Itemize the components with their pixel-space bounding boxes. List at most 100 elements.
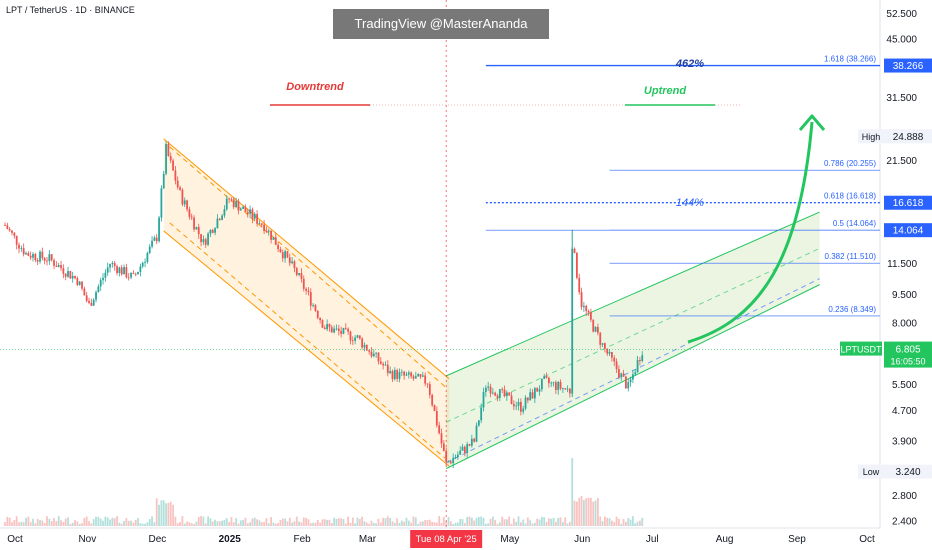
volume-bar: [512, 518, 515, 526]
candle-body: [599, 332, 602, 345]
candle-body: [200, 234, 202, 243]
candle-body: [137, 271, 139, 275]
volume-bar: [232, 522, 235, 526]
volume-bar: [130, 520, 132, 526]
volume-bar: [337, 518, 340, 526]
crosshair-date-badge: Tue 08 Apr '25: [410, 530, 483, 548]
volume-bar: [8, 517, 11, 526]
volume-bar: [64, 518, 67, 526]
candle-body: [564, 388, 567, 390]
volume-bar: [181, 516, 184, 526]
candle-body: [468, 444, 471, 446]
volume-bar: [74, 520, 76, 526]
time-tick-label: Sep: [788, 534, 806, 545]
time-tick-label: Nov: [78, 534, 96, 545]
candle-body: [291, 261, 294, 264]
volume-bar: [494, 519, 497, 526]
volume-bar: [573, 500, 576, 526]
price-tick-label: 11.500: [887, 259, 917, 270]
candle-body: [230, 199, 233, 201]
candle-body: [382, 363, 385, 366]
volume-bar: [566, 523, 569, 526]
candle-body: [447, 461, 450, 463]
downtrend-channel-top: [163, 138, 450, 380]
volume-bar: [356, 517, 359, 526]
candle-body: [316, 310, 319, 318]
candle-body: [470, 438, 473, 446]
volume-bar: [314, 522, 317, 526]
candle-body: [347, 328, 350, 332]
volume-bar: [209, 518, 212, 526]
volume-bar: [634, 523, 637, 526]
candle-body: [151, 240, 153, 247]
volume-bar: [176, 523, 179, 526]
volume-bar: [18, 522, 20, 526]
volume-bar: [503, 519, 506, 526]
candle-body: [496, 395, 499, 398]
price-tick-label: 9.500: [892, 290, 917, 301]
fib-level-label: 0.382 (11.510): [825, 252, 877, 261]
volume-bar: [454, 522, 457, 526]
candle-body: [218, 218, 221, 220]
candle-body: [582, 305, 585, 308]
volume-bar: [256, 519, 258, 526]
candle-body: [566, 388, 569, 390]
candle-body: [71, 275, 74, 279]
volume-bar: [13, 520, 16, 526]
candle-body: [361, 338, 364, 348]
volume-bar: [601, 521, 604, 526]
candle-body: [573, 248, 576, 253]
candle-body: [120, 267, 123, 275]
volume-bar: [414, 517, 417, 526]
candle-body: [615, 361, 618, 370]
candle-body: [99, 280, 102, 287]
volume-bar: [606, 517, 609, 526]
candle-body: [144, 261, 146, 263]
candle-body: [132, 272, 135, 274]
fib-05-badge: 14.064: [884, 223, 932, 238]
candle-body: [267, 230, 270, 232]
volume-bar: [477, 517, 480, 526]
candle-body: [517, 401, 520, 406]
candle-body: [155, 237, 158, 242]
candle-body: [88, 300, 90, 303]
candle-body: [454, 457, 457, 458]
volume-bar: [473, 520, 476, 526]
volume-bar: [307, 519, 310, 526]
volume-bar: [389, 517, 392, 526]
candle-body: [167, 144, 170, 157]
volume-bar: [48, 518, 51, 526]
candle-body: [148, 246, 151, 254]
candle-body: [48, 254, 51, 262]
volume-bar: [323, 519, 326, 526]
candle-body: [57, 264, 60, 267]
volume-bar: [333, 517, 336, 526]
candle-body: [225, 198, 228, 210]
volume-bar: [83, 517, 86, 526]
candle-body: [263, 224, 265, 231]
candle-body: [473, 438, 476, 442]
time-tick-label: Mar: [359, 534, 377, 545]
fib-1618-badge: 38.266: [884, 58, 932, 73]
candle-body: [363, 344, 366, 348]
candle-body: [95, 292, 97, 300]
candle-body: [428, 384, 431, 395]
candle-body: [575, 252, 578, 278]
candle-body: [498, 389, 501, 398]
candle-body: [270, 230, 273, 240]
candle-body: [25, 253, 27, 255]
candle-body: [27, 253, 30, 256]
candle-body: [146, 253, 149, 262]
candle-body: [330, 327, 333, 333]
candle-body: [165, 144, 167, 174]
candle-body: [221, 215, 223, 220]
fib-level-label: 1.618 (38.266): [824, 55, 876, 64]
candle-body: [431, 394, 434, 406]
volume-bar: [60, 520, 62, 526]
volume-bar: [258, 520, 261, 526]
time-tick-label: Aug: [716, 534, 734, 545]
volume-bar: [456, 522, 459, 526]
candle-body: [482, 391, 485, 408]
candle-body: [543, 376, 546, 379]
